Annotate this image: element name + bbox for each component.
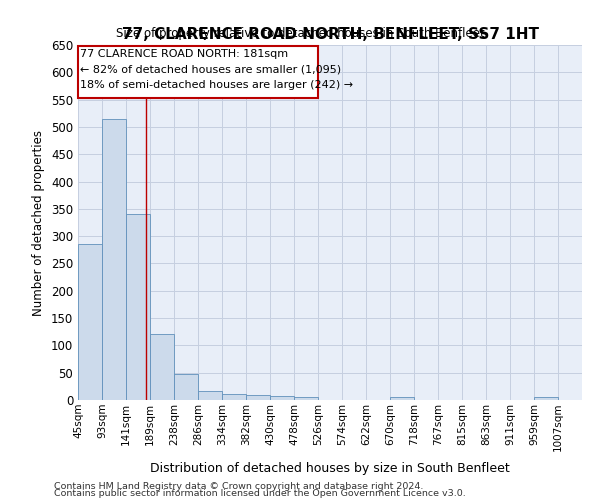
Bar bbox=[150, 334, 174, 400]
Bar bbox=[78, 244, 102, 400]
Text: Contains HM Land Registry data © Crown copyright and database right 2024.: Contains HM Land Registry data © Crown c… bbox=[54, 482, 424, 491]
Text: 77 CLARENCE ROAD NORTH: 181sqm: 77 CLARENCE ROAD NORTH: 181sqm bbox=[80, 49, 288, 59]
X-axis label: Distribution of detached houses by size in South Benfleet: Distribution of detached houses by size … bbox=[150, 462, 510, 475]
Bar bbox=[246, 395, 270, 400]
Bar bbox=[126, 214, 150, 400]
Title: 77, CLARENCE ROAD NORTH, BENFLEET, SS7 1HT: 77, CLARENCE ROAD NORTH, BENFLEET, SS7 1… bbox=[121, 28, 539, 42]
Bar bbox=[222, 394, 246, 400]
Bar bbox=[534, 396, 558, 400]
Bar bbox=[102, 118, 126, 400]
Text: Contains public sector information licensed under the Open Government Licence v3: Contains public sector information licen… bbox=[54, 490, 466, 498]
Bar bbox=[270, 396, 294, 400]
Text: 18% of semi-detached houses are larger (242) →: 18% of semi-detached houses are larger (… bbox=[80, 80, 353, 90]
Text: Size of property relative to detached houses in South Benfleet: Size of property relative to detached ho… bbox=[116, 28, 484, 40]
Text: ← 82% of detached houses are smaller (1,095): ← 82% of detached houses are smaller (1,… bbox=[80, 64, 341, 74]
Y-axis label: Number of detached properties: Number of detached properties bbox=[32, 130, 46, 316]
Bar bbox=[294, 396, 318, 400]
Bar bbox=[78, 46, 318, 98]
Bar bbox=[175, 374, 198, 400]
Bar bbox=[198, 392, 222, 400]
Bar bbox=[390, 396, 414, 400]
